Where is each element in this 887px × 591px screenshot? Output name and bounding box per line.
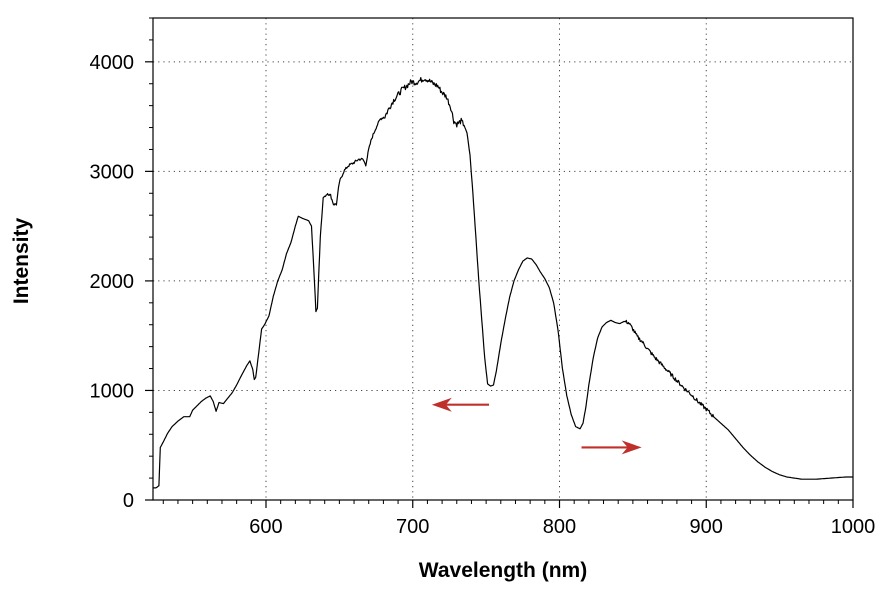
x-tick-label: 800	[543, 516, 576, 538]
y-tick-label: 2000	[90, 271, 135, 293]
y-tick-label: 3000	[90, 161, 135, 183]
x-tick-label: 600	[249, 516, 282, 538]
x-tick-label: 1000	[831, 516, 876, 538]
y-tick-label: 1000	[90, 380, 135, 402]
y-tick-labels: 0 1000 2000 3000 4000	[90, 52, 135, 512]
plot-frame	[152, 17, 854, 501]
ticks	[145, 17, 854, 508]
red-arrow	[581, 440, 642, 455]
x-tick-label: 700	[396, 516, 429, 538]
x-tick-label: 900	[690, 516, 723, 538]
red-arrow	[431, 397, 490, 412]
red-arrow-head	[431, 397, 452, 412]
grid	[153, 18, 853, 500]
intensity-series-line	[153, 76, 853, 489]
x-tick-labels: 600 700 800 900 1000	[249, 516, 875, 538]
y-axis-title: Intensity	[10, 218, 33, 305]
y-tick-label: 4000	[90, 52, 135, 74]
x-axis-title: Wavelength (nm)	[419, 559, 587, 582]
annotations	[431, 397, 642, 455]
y-tick-label: 0	[123, 490, 134, 512]
red-arrow-head	[621, 440, 642, 455]
